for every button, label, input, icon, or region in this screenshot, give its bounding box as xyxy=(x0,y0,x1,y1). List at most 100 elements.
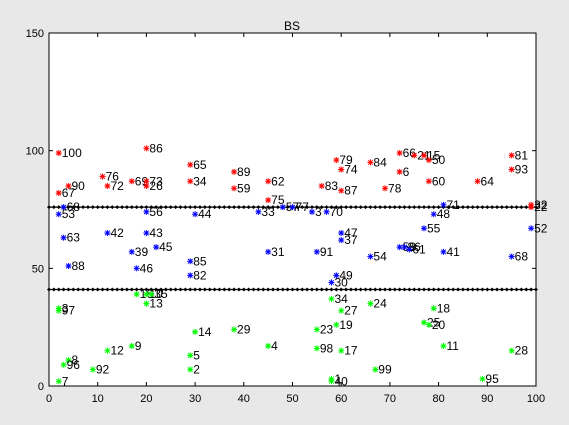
data-point-mid: 3 xyxy=(308,205,322,219)
threshold-marker xyxy=(426,205,431,210)
threshold-marker xyxy=(124,287,129,292)
threshold-marker xyxy=(51,205,56,210)
threshold-marker xyxy=(378,205,383,210)
data-point-label: 34 xyxy=(334,292,348,306)
data-point-label: 77 xyxy=(296,200,310,214)
threshold-marker xyxy=(271,287,276,292)
threshold-marker xyxy=(197,205,202,210)
data-point-label: 100 xyxy=(62,146,82,160)
threshold-marker xyxy=(202,205,207,210)
data-point-label: 20 xyxy=(432,318,446,332)
threshold-marker xyxy=(56,205,61,210)
threshold-marker xyxy=(402,205,407,210)
threshold-marker xyxy=(329,205,334,210)
threshold-marker xyxy=(339,287,344,292)
threshold-marker xyxy=(183,287,188,292)
threshold-marker xyxy=(212,287,217,292)
threshold-marker xyxy=(495,287,500,292)
data-point-label: 2 xyxy=(193,363,200,377)
data-point-label: 42 xyxy=(110,226,124,240)
data-point-mid: 52 xyxy=(528,221,548,235)
threshold-marker xyxy=(188,287,193,292)
threshold-marker xyxy=(344,287,349,292)
threshold-marker xyxy=(348,287,353,292)
data-point-label: 67 xyxy=(62,186,76,200)
threshold-marker xyxy=(183,205,188,210)
threshold-marker xyxy=(85,287,90,292)
data-point-label: 62 xyxy=(271,174,285,188)
threshold-marker xyxy=(456,205,461,210)
threshold-marker xyxy=(90,287,95,292)
data-point-low: 2 xyxy=(187,363,200,377)
threshold-marker xyxy=(227,205,232,210)
threshold-marker xyxy=(129,205,134,210)
threshold-marker xyxy=(227,287,232,292)
data-point-label: 41 xyxy=(446,245,460,259)
threshold-marker xyxy=(373,205,378,210)
threshold-marker xyxy=(163,287,168,292)
data-point-mid: 37 xyxy=(338,233,358,247)
data-point-high: 72 xyxy=(104,179,124,193)
data-point-label: 73 xyxy=(149,174,163,188)
threshold-marker xyxy=(387,287,392,292)
threshold-marker xyxy=(197,287,202,292)
threshold-marker xyxy=(193,287,198,292)
threshold-marker xyxy=(324,287,329,292)
data-point-low: 20 xyxy=(425,318,446,332)
threshold-marker xyxy=(397,205,402,210)
data-point-high: 64 xyxy=(474,174,494,188)
threshold-marker xyxy=(456,287,461,292)
threshold-marker xyxy=(368,205,373,210)
x-tick-label: 10 xyxy=(92,393,104,405)
data-point-label: 29 xyxy=(237,323,251,337)
threshold-marker xyxy=(173,205,178,210)
data-point-label: 17 xyxy=(344,344,358,358)
threshold-marker xyxy=(154,287,159,292)
threshold-marker xyxy=(76,287,81,292)
threshold-marker xyxy=(368,287,373,292)
x-tick-label: 100 xyxy=(527,393,545,405)
threshold-marker xyxy=(417,205,422,210)
threshold-marker xyxy=(271,205,276,210)
y-tick-label: 50 xyxy=(32,263,44,275)
data-point-label: 86 xyxy=(149,141,163,155)
threshold-marker xyxy=(446,287,451,292)
data-point-mid: 77 xyxy=(289,200,310,214)
threshold-marker xyxy=(236,287,241,292)
threshold-marker xyxy=(324,205,329,210)
data-point-label: 8 xyxy=(71,353,78,367)
threshold-marker xyxy=(266,287,271,292)
threshold-marker xyxy=(465,287,470,292)
threshold-marker xyxy=(534,205,538,210)
data-point-label: 72 xyxy=(110,179,124,193)
threshold-marker xyxy=(378,287,383,292)
data-point-label: 3 xyxy=(62,301,69,315)
data-point-low: 24 xyxy=(367,297,387,311)
threshold-marker xyxy=(232,287,237,292)
threshold-marker xyxy=(485,287,490,292)
data-point-mid: 49 xyxy=(333,268,353,282)
data-point-low: 98 xyxy=(313,341,334,355)
data-point-label: 37 xyxy=(344,233,358,247)
data-point-label: 91 xyxy=(320,245,334,259)
threshold-marker xyxy=(139,205,144,210)
threshold-marker xyxy=(115,205,120,210)
data-point-label: 59 xyxy=(237,181,251,195)
threshold-marker xyxy=(178,287,183,292)
threshold-marker xyxy=(56,287,61,292)
data-point-low: 99 xyxy=(372,363,392,377)
x-tick-label: 90 xyxy=(481,393,493,405)
threshold-marker xyxy=(85,205,90,210)
threshold-marker xyxy=(475,205,480,210)
data-point-label: 76 xyxy=(106,170,120,184)
data-point-label: 60 xyxy=(432,174,446,188)
threshold-marker xyxy=(163,205,168,210)
threshold-marker xyxy=(509,287,514,292)
threshold-marker xyxy=(212,205,217,210)
data-point-high: 50 xyxy=(425,153,446,167)
data-point-label: 40 xyxy=(334,374,348,388)
chart-title: BS xyxy=(284,19,300,33)
y-tick-label: 150 xyxy=(26,28,44,40)
data-point-label: 14 xyxy=(198,325,212,339)
